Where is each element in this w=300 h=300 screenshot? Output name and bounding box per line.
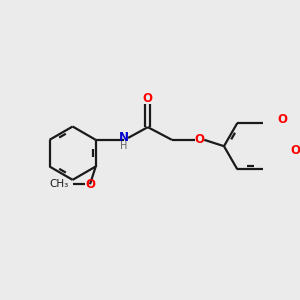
Text: O: O [195, 133, 205, 146]
Text: CH₃: CH₃ [49, 179, 68, 189]
Text: H: H [120, 141, 127, 151]
Text: O: O [278, 113, 287, 126]
Text: O: O [85, 178, 95, 191]
Text: O: O [143, 92, 153, 105]
Text: N: N [118, 131, 129, 144]
Text: O: O [291, 143, 300, 157]
